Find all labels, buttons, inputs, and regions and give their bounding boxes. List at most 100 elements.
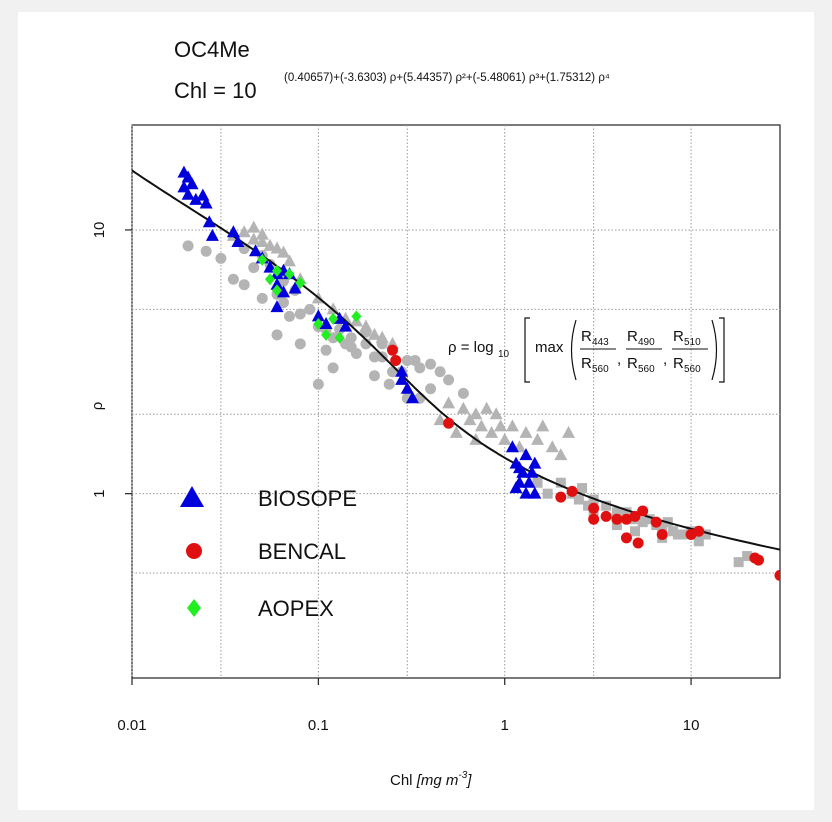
background-circle-point xyxy=(182,240,194,252)
legend-label-aopex: AOPEX xyxy=(258,596,334,621)
background-square-point xyxy=(621,507,632,518)
fraction-1-denominator-sub: 560 xyxy=(592,364,609,375)
background-circle-point xyxy=(376,351,388,363)
fraction-3-denominator: R xyxy=(673,355,684,372)
background-circle-point xyxy=(425,358,437,370)
rho-equation-max: max xyxy=(535,339,564,356)
formula-exponent: (0.40657)+(-3.6303) ρ+(5.44357) ρ²+(-5.4… xyxy=(284,72,610,84)
background-circle-point xyxy=(425,383,437,395)
grid xyxy=(131,125,780,678)
rho-equation-base: 10 xyxy=(498,349,510,360)
background-triangle-point xyxy=(247,232,261,245)
background-circle-point xyxy=(227,273,239,285)
fraction-1-numerator-sub: 443 xyxy=(592,337,609,348)
background-triangle-point xyxy=(554,448,568,461)
background-circle-point xyxy=(312,378,324,390)
background-square-point xyxy=(629,526,640,537)
aopex-point xyxy=(328,312,339,325)
biosope-point xyxy=(522,475,536,488)
aopex-point xyxy=(272,284,283,297)
bencal-point xyxy=(566,485,578,497)
background-triangle-point xyxy=(505,419,519,432)
bencal-point xyxy=(588,502,600,514)
background-square-point xyxy=(611,507,622,518)
fraction-1-denominator: R xyxy=(581,355,592,372)
background-triangle-point xyxy=(494,419,508,432)
background-circle-point xyxy=(304,303,316,315)
fraction-1-numerator: R xyxy=(581,328,592,345)
bencal-point xyxy=(600,510,612,522)
rho-equation-lhs: ρ = log xyxy=(448,339,494,356)
chart-title: OC4Me xyxy=(174,37,250,62)
aopex-point xyxy=(334,331,345,344)
fraction-2-numerator: R xyxy=(627,328,638,345)
bencal-point xyxy=(752,554,764,566)
background-circle-point xyxy=(368,370,380,382)
background-triangle-point xyxy=(536,419,550,432)
background-triangle-point xyxy=(449,425,463,438)
background-triangle-point xyxy=(247,220,261,233)
background-square-point xyxy=(532,477,543,488)
formula-lhs: Chl = 10 xyxy=(174,78,257,103)
biosope-point xyxy=(406,391,420,404)
biosope-point xyxy=(311,309,325,322)
background-triangle-point xyxy=(375,330,389,343)
biosope-point xyxy=(339,319,353,332)
background-circle-point xyxy=(350,348,362,360)
background-square-point xyxy=(733,557,744,568)
bencal-point xyxy=(650,516,662,528)
aopex-point xyxy=(351,310,362,323)
y-tick-label: 1 xyxy=(91,489,108,497)
background-square-point xyxy=(601,500,612,511)
background-square-point xyxy=(742,551,753,562)
background-triangle-point xyxy=(367,327,381,340)
x-axis-label: Chl [mg m-3] xyxy=(390,770,472,789)
background-triangle-point xyxy=(237,225,251,238)
biosope-point xyxy=(189,192,203,205)
background-circle-point xyxy=(294,308,306,320)
scatter-chart: OC4Me Chl = 10 (0.40657)+(-3.6303) ρ+(5.… xyxy=(89,37,781,789)
aopex-point xyxy=(284,268,295,281)
background-triangle-point xyxy=(359,319,373,332)
aopex-point xyxy=(295,276,306,289)
legend-label-bencal: BENCAL xyxy=(258,539,346,564)
x-tick-label: 0.01 xyxy=(117,717,146,734)
fraction-separator-1: , xyxy=(617,351,621,368)
background-circle-point xyxy=(215,252,227,264)
background-triangle-point xyxy=(469,407,483,420)
background-circle-point xyxy=(283,310,295,322)
biosope-point xyxy=(205,228,219,241)
bencal-point xyxy=(588,513,600,525)
biosope-point xyxy=(519,486,533,499)
background-triangle-point xyxy=(562,425,576,438)
background-circle-point xyxy=(277,297,289,309)
biosope-point xyxy=(249,244,263,257)
bencal-point xyxy=(555,491,567,503)
background-square-point xyxy=(542,488,553,499)
background-triangle-point xyxy=(255,227,269,240)
background-circle-point xyxy=(200,245,212,257)
bencal-point xyxy=(620,513,632,525)
background-triangle-point xyxy=(485,425,499,438)
x-tick-label: 10 xyxy=(683,717,700,734)
fraction-2-numerator-sub: 490 xyxy=(638,337,655,348)
axis-ticks: 0.01 0.1 1 10 1 10 xyxy=(91,222,699,734)
legend-marker-bencal xyxy=(186,543,202,559)
background-circle-point xyxy=(443,374,455,386)
legend-marker-biosope xyxy=(180,486,204,507)
aopex-point xyxy=(321,328,332,341)
legend-label-biosope: BIOSOPE xyxy=(258,486,357,511)
background-triangle-point xyxy=(519,425,533,438)
y-tick-label: 10 xyxy=(91,222,108,239)
background-triangle-point xyxy=(282,254,296,267)
background-square-point xyxy=(637,517,648,528)
fraction-2-denominator-sub: 560 xyxy=(638,364,655,375)
biosope-point xyxy=(270,277,284,290)
dataset-points xyxy=(177,165,780,581)
background-square-point xyxy=(555,477,566,488)
background-triangle-point xyxy=(263,238,277,251)
biosope-point xyxy=(516,465,530,478)
biosope-point xyxy=(231,235,245,248)
background-triangle-point xyxy=(456,401,470,414)
background-square-point xyxy=(611,520,622,531)
